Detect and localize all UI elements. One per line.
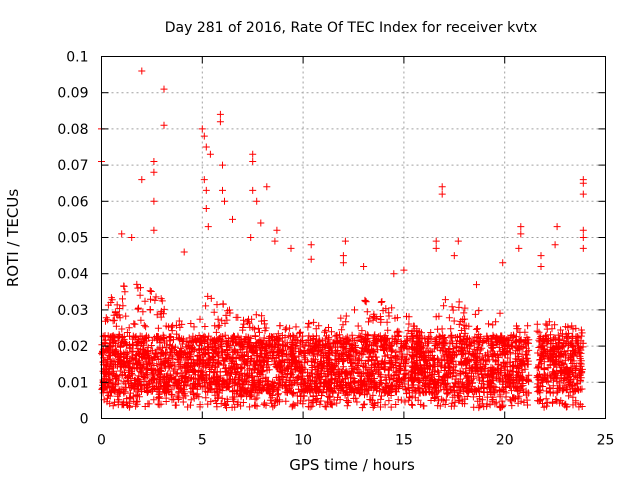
y-tick-label: 0.01 — [57, 375, 88, 391]
y-tick-label: 0.08 — [57, 122, 88, 138]
x-tick-label: 10 — [294, 433, 312, 449]
x-tick-label: 25 — [597, 433, 615, 449]
y-axis-label: ROTI / TECUs — [4, 189, 22, 287]
axis-ticks: 0 0.01 0.02 0.03 0.04 0.05 0.06 0.07 0.08 0.09 0.1… — [57, 50, 614, 449]
y-tick-label: 0.05 — [57, 231, 88, 247]
y-tick-label: 0.04 — [57, 267, 88, 283]
y-tick-label: 0.09 — [57, 86, 88, 102]
x-tick-label: 5 — [198, 433, 207, 449]
x-tick-label: 0 — [97, 433, 106, 449]
y-tick-label: 0.06 — [57, 194, 88, 210]
y-tick-label: 0 — [80, 412, 89, 428]
roti-series-markers — [98, 67, 587, 412]
y-tick-label: 0.02 — [57, 339, 88, 355]
data-points — [98, 67, 587, 412]
x-tick-label: 20 — [496, 433, 514, 449]
y-tick-label: 0.1 — [66, 50, 88, 66]
x-axis-label: GPS time / hours — [289, 456, 415, 474]
y-tick-label: 0.03 — [57, 303, 88, 319]
x-tick-label: 15 — [395, 433, 413, 449]
y-tick-label: 0.07 — [57, 158, 88, 174]
chart-title: Day 281 of 2016, Rate Of TEC Index for r… — [165, 20, 538, 36]
